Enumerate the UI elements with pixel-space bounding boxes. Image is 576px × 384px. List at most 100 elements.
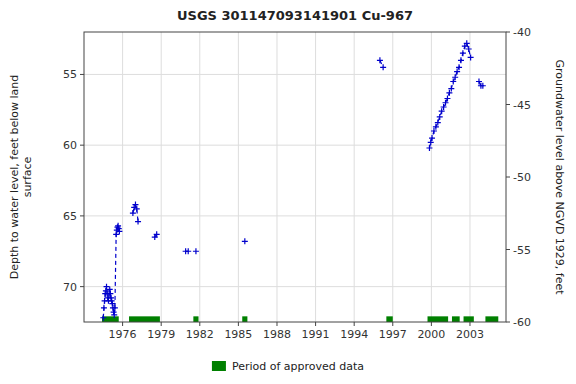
x-tick — [161, 322, 162, 326]
y-tick-label: 70 — [63, 281, 77, 294]
y-axis-label-line: Depth to water level, feet below land — [8, 75, 21, 280]
data-point — [452, 74, 458, 80]
data-point — [103, 288, 109, 294]
data-point — [101, 305, 107, 311]
data-point — [185, 248, 191, 254]
approved-band — [428, 316, 449, 322]
x-tick-label: 1994 — [340, 328, 368, 341]
data-point — [134, 206, 140, 212]
y2-tick — [506, 177, 510, 178]
data-point — [154, 231, 160, 237]
data-point — [100, 315, 106, 321]
data-point — [448, 86, 454, 92]
data-point — [132, 202, 138, 208]
y-tick — [80, 74, 84, 75]
data-point — [464, 40, 470, 46]
data-point — [115, 223, 121, 229]
y-axis-label-line: surface — [21, 156, 34, 197]
x-grid-line — [122, 32, 123, 322]
data-point — [444, 95, 450, 101]
y-grid-line — [84, 145, 506, 146]
x-tick — [199, 322, 200, 326]
data-point — [111, 309, 117, 315]
data-point — [429, 135, 435, 141]
data-point — [135, 219, 141, 225]
approved-band — [386, 316, 392, 322]
data-point — [112, 305, 118, 311]
data-point — [116, 226, 122, 232]
x-tick-label: 2003 — [456, 328, 484, 341]
grid — [84, 32, 506, 322]
x-grid-line — [392, 32, 393, 322]
data-point — [242, 238, 248, 244]
x-tick — [354, 322, 355, 326]
data-point — [480, 83, 486, 89]
data-point — [104, 284, 110, 290]
x-tick-label: 2000 — [417, 328, 445, 341]
y-grid-line — [84, 74, 506, 75]
approved-band — [464, 316, 474, 322]
y-tick-label: 60 — [63, 139, 77, 152]
x-grid-line — [276, 32, 277, 322]
x-tick-label: 1976 — [109, 328, 137, 341]
x-tick-label: 1979 — [147, 328, 175, 341]
approved-band — [242, 316, 247, 322]
data-point — [116, 228, 122, 234]
x-grid-line — [161, 32, 162, 322]
x-tick — [469, 322, 470, 326]
y2-tick — [506, 32, 510, 33]
x-grid-line — [431, 32, 432, 322]
data-point — [377, 57, 383, 63]
data-point — [437, 114, 443, 120]
data-point — [458, 57, 464, 63]
axes: 1976197919821985198819911994199720002003… — [63, 26, 531, 341]
data-point — [107, 291, 113, 297]
legend-label: Period of approved data — [232, 360, 364, 373]
x-tick — [392, 322, 393, 326]
data-point — [113, 231, 119, 237]
y2-tick-label: -60 — [513, 316, 531, 329]
data-point — [107, 286, 113, 292]
data-point — [111, 312, 117, 318]
y2-tick — [506, 249, 510, 250]
x-tick-label: 1982 — [186, 328, 214, 341]
plot-area — [100, 40, 498, 322]
y-tick — [80, 215, 84, 216]
x-tick-label: 1997 — [379, 328, 407, 341]
y2-tick-label: -55 — [513, 244, 531, 257]
data-point — [426, 145, 432, 151]
data-point — [456, 64, 462, 70]
y-tick — [80, 145, 84, 146]
data-point — [380, 64, 386, 70]
title: USGS 301147093141901 Cu-967 — [177, 8, 413, 23]
data-point — [435, 120, 441, 126]
plot-frame — [84, 32, 506, 322]
x-grid-line — [354, 32, 355, 322]
approved-band — [129, 316, 160, 322]
chart: 1976197919821985198819911994199720002003… — [0, 0, 576, 384]
x-tick — [122, 322, 123, 326]
data-point — [193, 248, 199, 254]
data-point — [428, 139, 434, 145]
y-grid-line — [84, 286, 506, 287]
x-grid-line — [315, 32, 316, 322]
x-grid-line — [469, 32, 470, 322]
x-tick-label: 1988 — [263, 328, 291, 341]
y-grid-line — [84, 215, 506, 216]
approved-band — [193, 316, 198, 322]
y2-axis-label: Groundwater level above NGVD 1929, feet — [553, 59, 566, 295]
data-point — [468, 54, 474, 60]
y-tick-label: 55 — [63, 68, 77, 81]
y2-tick-label: -40 — [513, 26, 531, 39]
approved-band — [452, 316, 460, 322]
y2-tick-label: -50 — [513, 171, 531, 184]
data-line — [103, 43, 483, 317]
data-point — [460, 50, 466, 56]
y2-tick — [506, 104, 510, 105]
x-tick — [431, 322, 432, 326]
x-tick-label: 1985 — [224, 328, 252, 341]
x-tick — [315, 322, 316, 326]
y-axis-label: Depth to water level, feet below landsur… — [8, 75, 34, 280]
data-point — [466, 46, 472, 52]
legend: Period of approved data — [212, 360, 364, 373]
